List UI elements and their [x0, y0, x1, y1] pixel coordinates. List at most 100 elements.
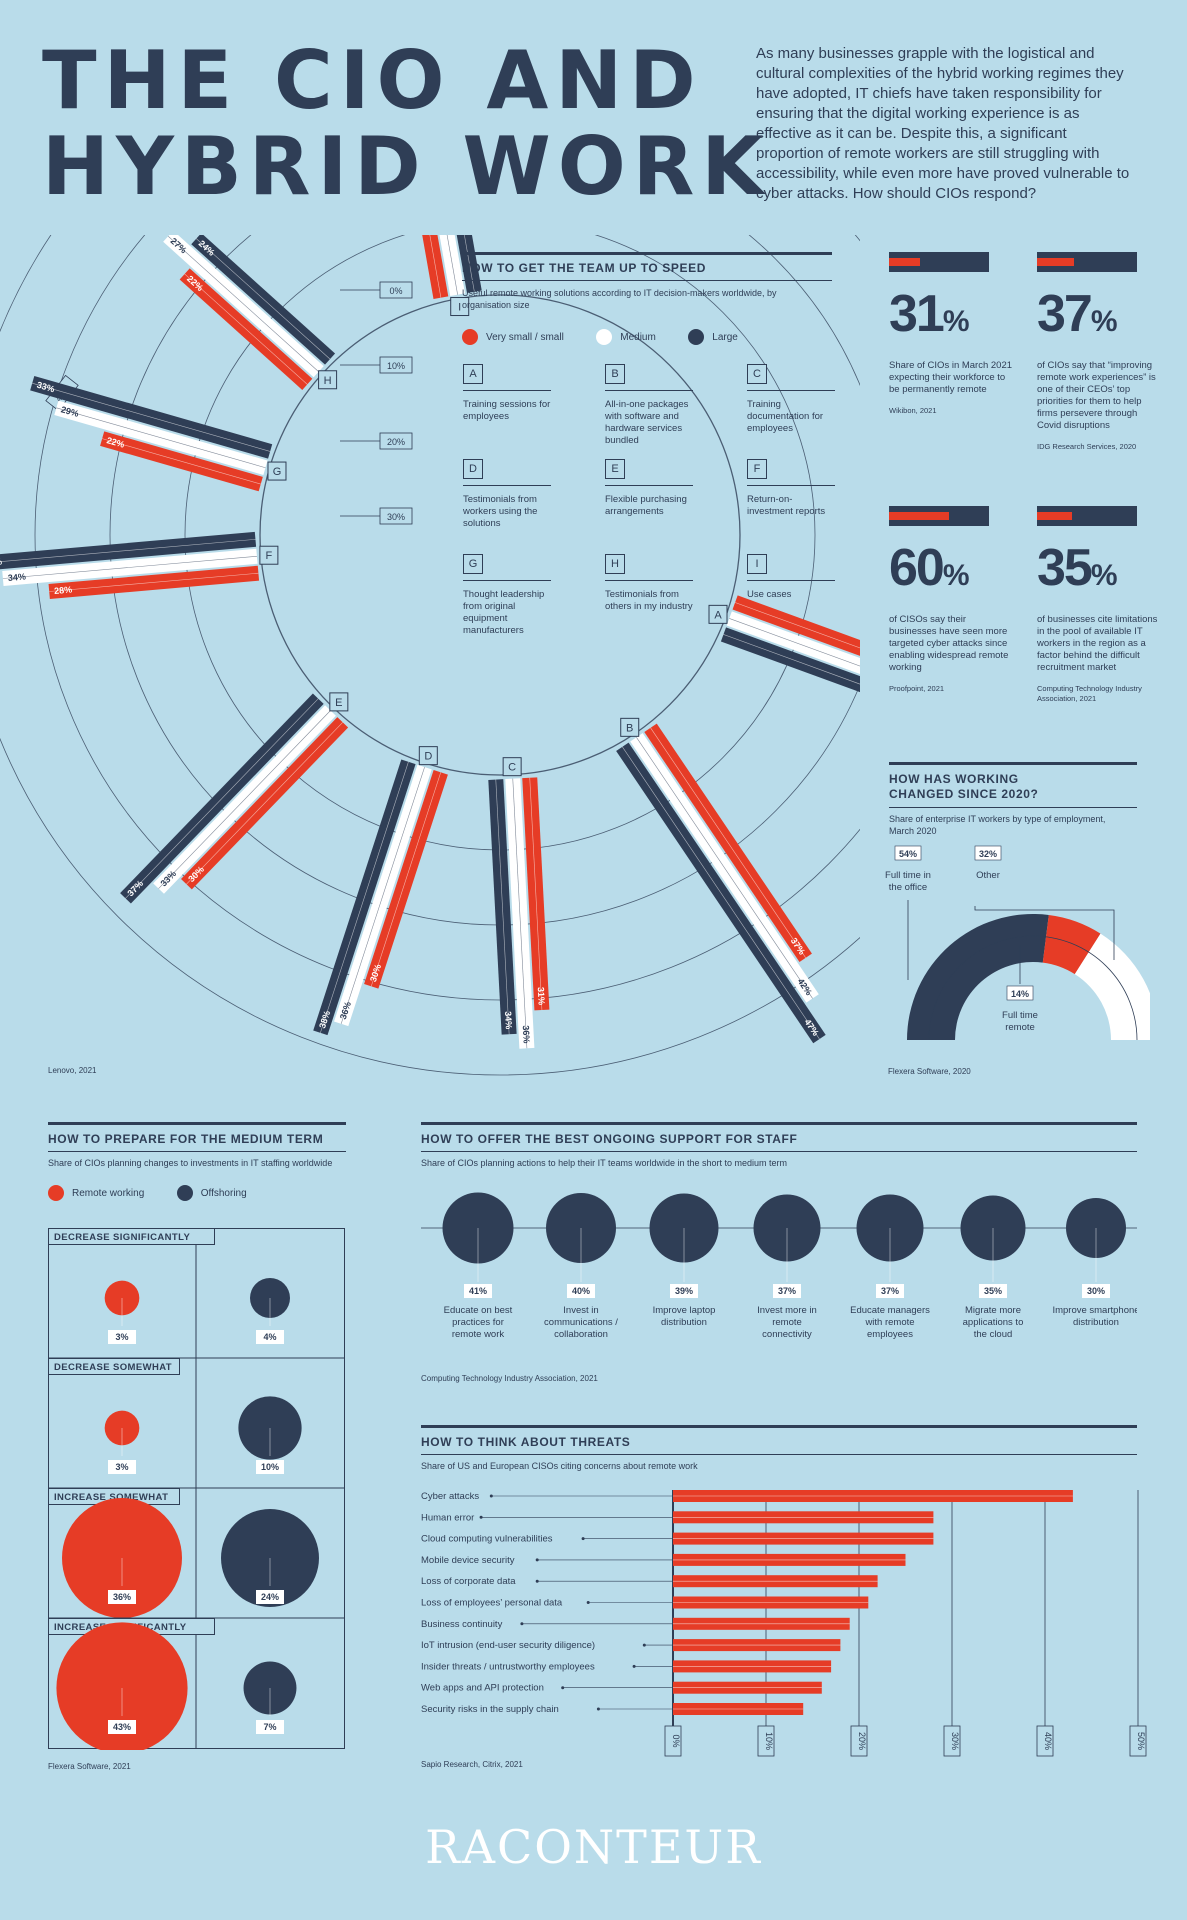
prep-row-label-box-0: [48, 1228, 215, 1245]
radial-cat-letter-B: B: [626, 722, 633, 734]
donut-label-0-0: Full time in: [885, 870, 931, 881]
support-pct-box-3: [773, 1284, 801, 1298]
category-letter: C: [747, 364, 767, 384]
stat-text: Share of CIOs in March 2021 expecting th…: [889, 360, 1013, 395]
working-title: HOW HAS WORKING CHANGED SINCE 2020?: [889, 772, 1039, 801]
prep-pct-3-1: 7%: [263, 1722, 276, 1732]
support-divider: [421, 1151, 1137, 1152]
threat-label-10: Security risks in the supply chain: [421, 1704, 559, 1715]
team-top-rule: [462, 252, 832, 255]
radial-bar-line-D-2: [320, 761, 409, 1033]
grid-ring-0: [259, 294, 741, 776]
threats-subtitle: Share of US and European CISOs citing co…: [421, 1461, 698, 1471]
support-section-header: HOW TO OFFER THE BEST ONGOING SUPPORT FO…: [421, 1122, 1137, 1169]
support-label-2-1: distribution: [661, 1317, 707, 1328]
support-label-5-1: applications to: [963, 1317, 1024, 1328]
prep-row-label-1: DECREASE SOMEWHAT: [54, 1362, 172, 1373]
threat-tick-4: 40%: [1043, 1732, 1053, 1750]
prepare-bubble-grid: DECREASE SIGNIFICANTLY 3% 4% DECREASE SOMEW…: [48, 1228, 345, 1750]
prepare-source: Flexera Software, 2021: [48, 1762, 131, 1771]
threat-label-2: Cloud computing vulnerabilities: [421, 1534, 553, 1545]
radial-bar-line-I-0: [429, 235, 442, 298]
threat-leader-dot-6: [520, 1622, 524, 1626]
donut-pct-box-2: [1006, 985, 1034, 1001]
threat-leader-dot-0: [489, 1494, 493, 1498]
donut-pct-box-0: [894, 845, 922, 861]
threats-section-header: HOW TO THINK ABOUT THREATS Share of US a…: [421, 1425, 1137, 1472]
support-title: HOW TO OFFER THE BEST ONGOING SUPPORT FO…: [421, 1132, 798, 1146]
threat-tick-box-3: [943, 1725, 961, 1757]
support-pct-4: 37%: [881, 1286, 899, 1296]
threat-leader-dot-1: [479, 1515, 483, 1519]
support-label-4-0: Educate managers: [850, 1305, 930, 1316]
page-title: THE CIO AND HYBRID WORK: [42, 38, 770, 210]
radial-bar-line-I-2: [464, 235, 475, 292]
threats-top-rule: [421, 1425, 1137, 1428]
radial-bar-line-F-0: [49, 572, 259, 592]
prepare-top-rule: [48, 1122, 346, 1125]
category-label: Testimonials from workers using the solu…: [463, 494, 538, 529]
threat-leader-dot-7: [642, 1643, 646, 1647]
threat-leader-dot-4: [535, 1579, 539, 1583]
threats-divider: [421, 1454, 1137, 1455]
radial-cat-box-F: [259, 545, 279, 565]
prep-row-label-box-1: [48, 1358, 180, 1375]
prep-pct-box-3-1: [256, 1720, 284, 1734]
threat-label-0: Cyber attacks: [421, 1491, 479, 1502]
radial-bar-line-E-0: [186, 722, 343, 885]
radial-bar-line-A-1: [729, 618, 860, 667]
radial-bar-line-B-0: [650, 727, 806, 959]
radial-bar-line-I-1: [446, 235, 458, 295]
category-letter: H: [605, 554, 625, 574]
threat-label-4: Loss of corporate data: [421, 1576, 516, 1587]
category-letter: A: [463, 364, 483, 384]
support-pct-box-6: [1082, 1284, 1110, 1298]
radial-cat-box-I: [450, 297, 470, 317]
donut-pct-1: 32%: [979, 849, 997, 859]
threat-tick-2: 20%: [857, 1732, 867, 1750]
support-label-3-2: connectivity: [762, 1329, 812, 1340]
category-label: Use cases: [747, 589, 792, 600]
support-label-0-0: Educate on best: [444, 1305, 513, 1316]
threat-tick-0: 0%: [671, 1734, 681, 1747]
threat-label-7: IoT intrusion (end-user security diligen…: [421, 1640, 595, 1651]
legend-offshore-label: Offshoring: [200, 1187, 247, 1199]
prep-bubble-3-0: [56, 1622, 188, 1750]
threat-leader-dot-9: [561, 1686, 565, 1690]
stat-value: 35%: [1037, 539, 1118, 597]
radial-value-C-1: 36%: [521, 1025, 532, 1044]
scale-box-0: [379, 281, 413, 299]
support-label-3-0: Invest more in: [757, 1305, 817, 1316]
threat-tick-box-2: [850, 1725, 868, 1757]
scale-label-3: 30%: [387, 512, 405, 522]
category-rule: [747, 580, 835, 581]
legend-medium-dot: [596, 329, 613, 345]
category-E: E Flexible purchasing arrangements: [605, 459, 695, 518]
prep-pct-box-2-1: [256, 1590, 284, 1604]
support-pct-3: 37%: [778, 1286, 796, 1296]
support-label-0-1: practices for: [452, 1317, 504, 1328]
support-label-5-2: the cloud: [974, 1329, 1013, 1340]
legend-remote: Remote working: [48, 1185, 144, 1201]
radial-value-C-2: 34%: [503, 1011, 514, 1030]
title-line-1: THE CIO AND: [42, 34, 703, 127]
legend-remote-label: Remote working: [72, 1187, 145, 1199]
category-C: C Training documentation for employees: [747, 364, 837, 435]
category-letter: F: [747, 459, 767, 479]
legend-medium: Medium: [596, 329, 656, 345]
donut-label-2-0: Full time: [1002, 1010, 1038, 1021]
prep-pct-1-0: 3%: [115, 1462, 128, 1472]
radial-bar-line-C-0: [529, 777, 543, 1010]
threat-leader-dot-10: [596, 1707, 600, 1711]
radial-bar-line-H-2: [196, 238, 331, 360]
category-rule: [747, 390, 835, 391]
working-divider: [889, 807, 1137, 808]
prep-pct-3-0: 43%: [113, 1722, 131, 1732]
radial-cat-letter-G: G: [273, 466, 282, 478]
threat-leader-dot-2: [581, 1537, 585, 1541]
legend-small-dot: [462, 329, 478, 345]
prep-pct-0-0: 3%: [115, 1332, 128, 1342]
threat-label-3: Mobile device security: [421, 1555, 515, 1566]
